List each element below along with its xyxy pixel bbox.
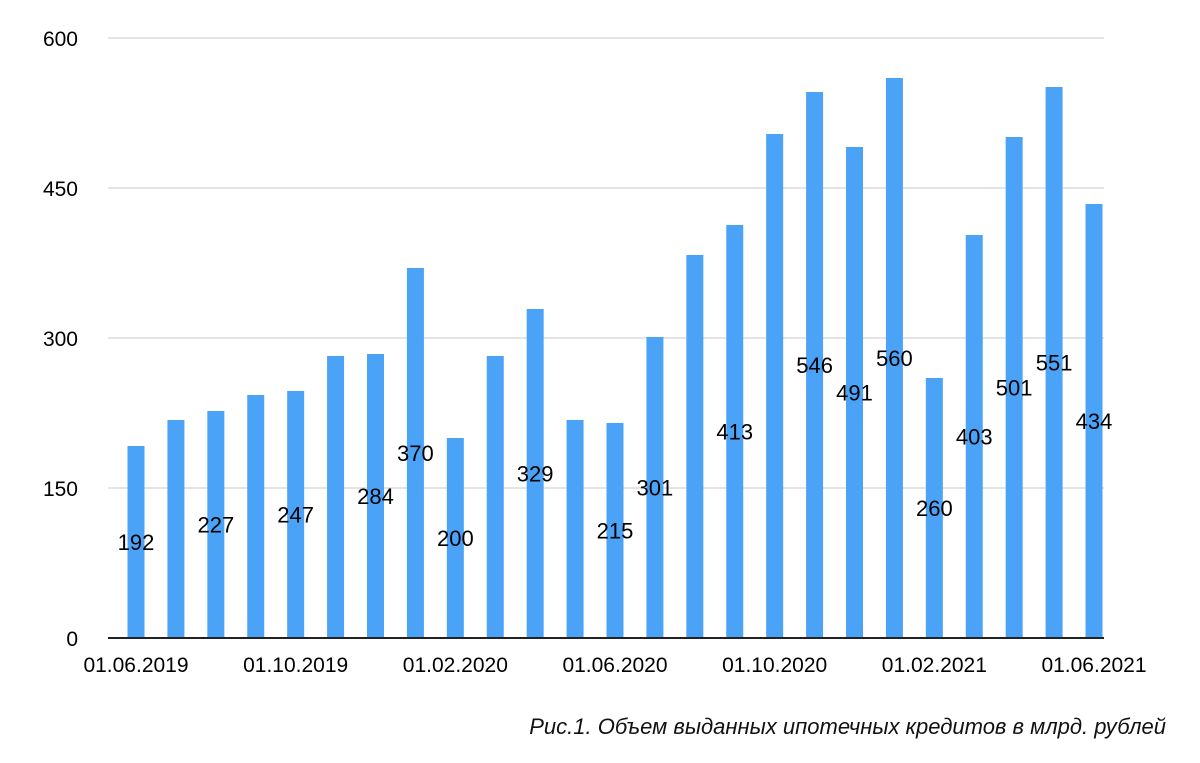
bar (367, 354, 384, 638)
data-label: 370 (397, 441, 434, 466)
bar (806, 92, 824, 638)
bar (1005, 137, 1023, 638)
data-label: 551 (1036, 351, 1073, 376)
bar (686, 255, 704, 638)
data-label: 329 (517, 462, 554, 487)
x-tick-label: 01.10.2020 (722, 654, 827, 677)
data-label: 192 (118, 530, 155, 555)
x-tick-label: 01.06.2021 (1041, 654, 1146, 677)
bar (646, 337, 664, 638)
bar (526, 309, 544, 638)
data-label: 247 (277, 503, 314, 528)
x-tick-label: 01.10.2019 (243, 654, 348, 677)
bar (327, 356, 345, 638)
chart-container: 0 150 300 450 600 01.06.2019 01.10.2019 01.02.2… (43, 28, 1147, 677)
data-label: 260 (916, 496, 953, 521)
bar (486, 356, 504, 638)
bar (127, 446, 145, 638)
bar (726, 225, 744, 638)
bar (606, 423, 624, 638)
bar-chart: 0 150 300 450 600 01.06.2019 01.10.2019 01.02.2… (43, 28, 1147, 677)
y-tick-label: 150 (43, 478, 78, 501)
x-tick-label: 01.06.2019 (83, 654, 188, 677)
bar (925, 378, 943, 638)
data-label: 434 (1076, 409, 1113, 434)
figure-caption: Рис.1. Объем выданных ипотечных кредитов… (529, 714, 1166, 739)
x-tick-label: 01.02.2020 (403, 654, 508, 677)
data-label: 491 (836, 381, 873, 406)
bar (885, 78, 903, 638)
axes: 0 150 300 450 600 01.06.2019 01.10.2019 01.02.2… (43, 28, 1147, 677)
y-tick-label: 450 (43, 178, 78, 201)
y-tick-label: 300 (43, 328, 78, 351)
bar (965, 235, 983, 638)
data-label: 215 (597, 519, 634, 544)
bar (247, 395, 265, 638)
data-label: 284 (357, 484, 394, 509)
bars (127, 78, 1103, 638)
data-label: 560 (876, 346, 913, 371)
bar (446, 438, 464, 638)
bar (766, 134, 784, 638)
data-label: 227 (197, 513, 234, 538)
data-label: 200 (437, 526, 474, 551)
bar (406, 268, 424, 638)
bar (207, 411, 225, 638)
y-tick-label: 0 (66, 628, 78, 651)
data-label: 413 (716, 420, 753, 445)
bar (566, 420, 584, 638)
data-label: 301 (637, 476, 674, 501)
bar (1045, 87, 1063, 638)
data-label: 403 (956, 425, 993, 450)
x-tick-label: 01.06.2020 (562, 654, 667, 677)
data-label: 501 (996, 376, 1033, 401)
bar (287, 391, 305, 638)
bar (846, 147, 863, 638)
bar (167, 420, 185, 638)
bar (1085, 204, 1103, 638)
y-tick-label: 600 (43, 28, 78, 51)
data-label: 546 (796, 353, 833, 378)
x-tick-label: 01.02.2021 (882, 654, 987, 677)
